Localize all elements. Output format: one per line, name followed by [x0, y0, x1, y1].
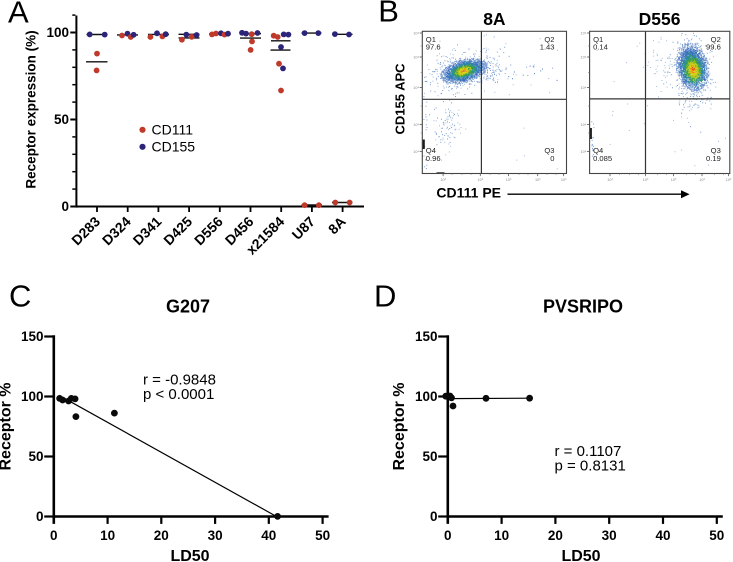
svg-text:G207: G207 — [166, 297, 210, 317]
svg-text:10⁴: 10⁴ — [413, 31, 419, 35]
svg-text:CD111 PE: CD111 PE — [436, 185, 501, 201]
svg-text:Q4: Q4 — [593, 146, 603, 155]
svg-text:50: 50 — [422, 449, 437, 464]
svg-text:10⁴: 10⁴ — [413, 86, 419, 90]
svg-text:Q1: Q1 — [426, 35, 436, 44]
svg-text:99.6: 99.6 — [706, 43, 721, 52]
svg-text:10⁴: 10⁴ — [581, 123, 587, 127]
svg-text:8A: 8A — [325, 213, 349, 237]
svg-text:10³: 10³ — [478, 178, 484, 182]
svg-text:CD111: CD111 — [152, 121, 194, 137]
svg-text:97.6: 97.6 — [426, 43, 441, 52]
svg-text:D324: D324 — [99, 213, 134, 248]
svg-text:0.96: 0.96 — [426, 154, 441, 163]
svg-text:B: B — [378, 0, 399, 29]
svg-text:0: 0 — [444, 528, 452, 543]
svg-text:10⁴: 10⁴ — [581, 86, 587, 90]
svg-text:10³: 10³ — [699, 178, 705, 182]
svg-text:10⁴: 10⁴ — [581, 150, 587, 154]
svg-text:10⁴: 10⁴ — [413, 150, 419, 154]
svg-text:1.43: 1.43 — [540, 43, 555, 52]
svg-text:10³: 10³ — [726, 178, 732, 182]
svg-text:0: 0 — [36, 509, 44, 524]
svg-text:0: 0 — [430, 509, 438, 524]
svg-text:10: 10 — [100, 528, 115, 543]
svg-text:D: D — [374, 278, 396, 313]
svg-text:10³: 10³ — [535, 178, 541, 182]
svg-text:Receptor %: Receptor % — [391, 382, 408, 470]
svg-text:150: 150 — [415, 329, 438, 344]
svg-text:0: 0 — [61, 199, 69, 214]
svg-text:D425: D425 — [160, 213, 195, 248]
svg-text:r = -0.9848: r = -0.9848 — [143, 372, 216, 389]
svg-text:8A: 8A — [483, 9, 506, 29]
svg-text:U87: U87 — [289, 213, 319, 243]
svg-text:40: 40 — [655, 528, 670, 543]
svg-text:0: 0 — [50, 528, 58, 543]
svg-text:150: 150 — [21, 329, 44, 344]
svg-text:100: 100 — [21, 389, 44, 404]
svg-text:D556: D556 — [191, 213, 226, 248]
svg-text:50: 50 — [709, 528, 724, 543]
svg-text:Receptor expression (%): Receptor expression (%) — [24, 30, 39, 188]
svg-text:r = 0.1107: r = 0.1107 — [555, 443, 622, 460]
svg-text:20: 20 — [154, 528, 169, 543]
svg-text:50: 50 — [28, 449, 43, 464]
svg-text:10⁴: 10⁴ — [581, 31, 587, 35]
svg-text:CD155: CD155 — [152, 138, 196, 154]
svg-text:10: 10 — [494, 528, 509, 543]
svg-text:0.19: 0.19 — [706, 154, 721, 163]
svg-text:D341: D341 — [130, 213, 165, 248]
svg-text:A: A — [8, 0, 29, 30]
svg-text:LD50: LD50 — [170, 548, 209, 562]
svg-text:10⁴: 10⁴ — [581, 55, 587, 59]
svg-text:Q2: Q2 — [711, 35, 721, 44]
svg-text:D283: D283 — [68, 213, 103, 248]
svg-text:10³: 10³ — [671, 178, 677, 182]
svg-text:D556: D556 — [639, 9, 681, 29]
svg-text:Q3: Q3 — [711, 146, 721, 155]
svg-text:0.14: 0.14 — [593, 43, 608, 52]
svg-text:10⁴: 10⁴ — [413, 55, 419, 59]
svg-text:30: 30 — [208, 528, 223, 543]
svg-text:30: 30 — [602, 528, 617, 543]
svg-text:10³: 10³ — [561, 178, 567, 182]
svg-text:0: 0 — [550, 154, 554, 163]
svg-text:CD155 APC: CD155 APC — [393, 63, 408, 135]
svg-text:PVSRIPO: PVSRIPO — [543, 297, 623, 317]
svg-text:10³: 10³ — [440, 178, 446, 182]
svg-text:Receptor %: Receptor % — [0, 382, 15, 470]
svg-text:100: 100 — [46, 25, 69, 40]
svg-text:p = 0.8131: p = 0.8131 — [555, 458, 626, 475]
svg-text:C: C — [9, 278, 31, 313]
svg-text:10³: 10³ — [607, 178, 613, 182]
svg-text:40: 40 — [261, 528, 276, 543]
svg-text:Q4: Q4 — [426, 146, 436, 155]
svg-text:10⁴: 10⁴ — [413, 123, 419, 127]
svg-text:Q2: Q2 — [544, 35, 554, 44]
svg-text:p < 0.0001: p < 0.0001 — [143, 386, 214, 403]
svg-text:50: 50 — [54, 112, 69, 127]
svg-text:Q3: Q3 — [544, 146, 554, 155]
svg-text:50: 50 — [315, 528, 330, 543]
svg-text:0.085: 0.085 — [593, 154, 612, 163]
svg-text:20: 20 — [548, 528, 563, 543]
svg-text:100: 100 — [415, 389, 438, 404]
svg-text:Q1: Q1 — [593, 35, 603, 44]
svg-text:10³: 10³ — [643, 178, 649, 182]
svg-text:10³: 10³ — [506, 178, 512, 182]
svg-text:LD50: LD50 — [561, 548, 600, 562]
